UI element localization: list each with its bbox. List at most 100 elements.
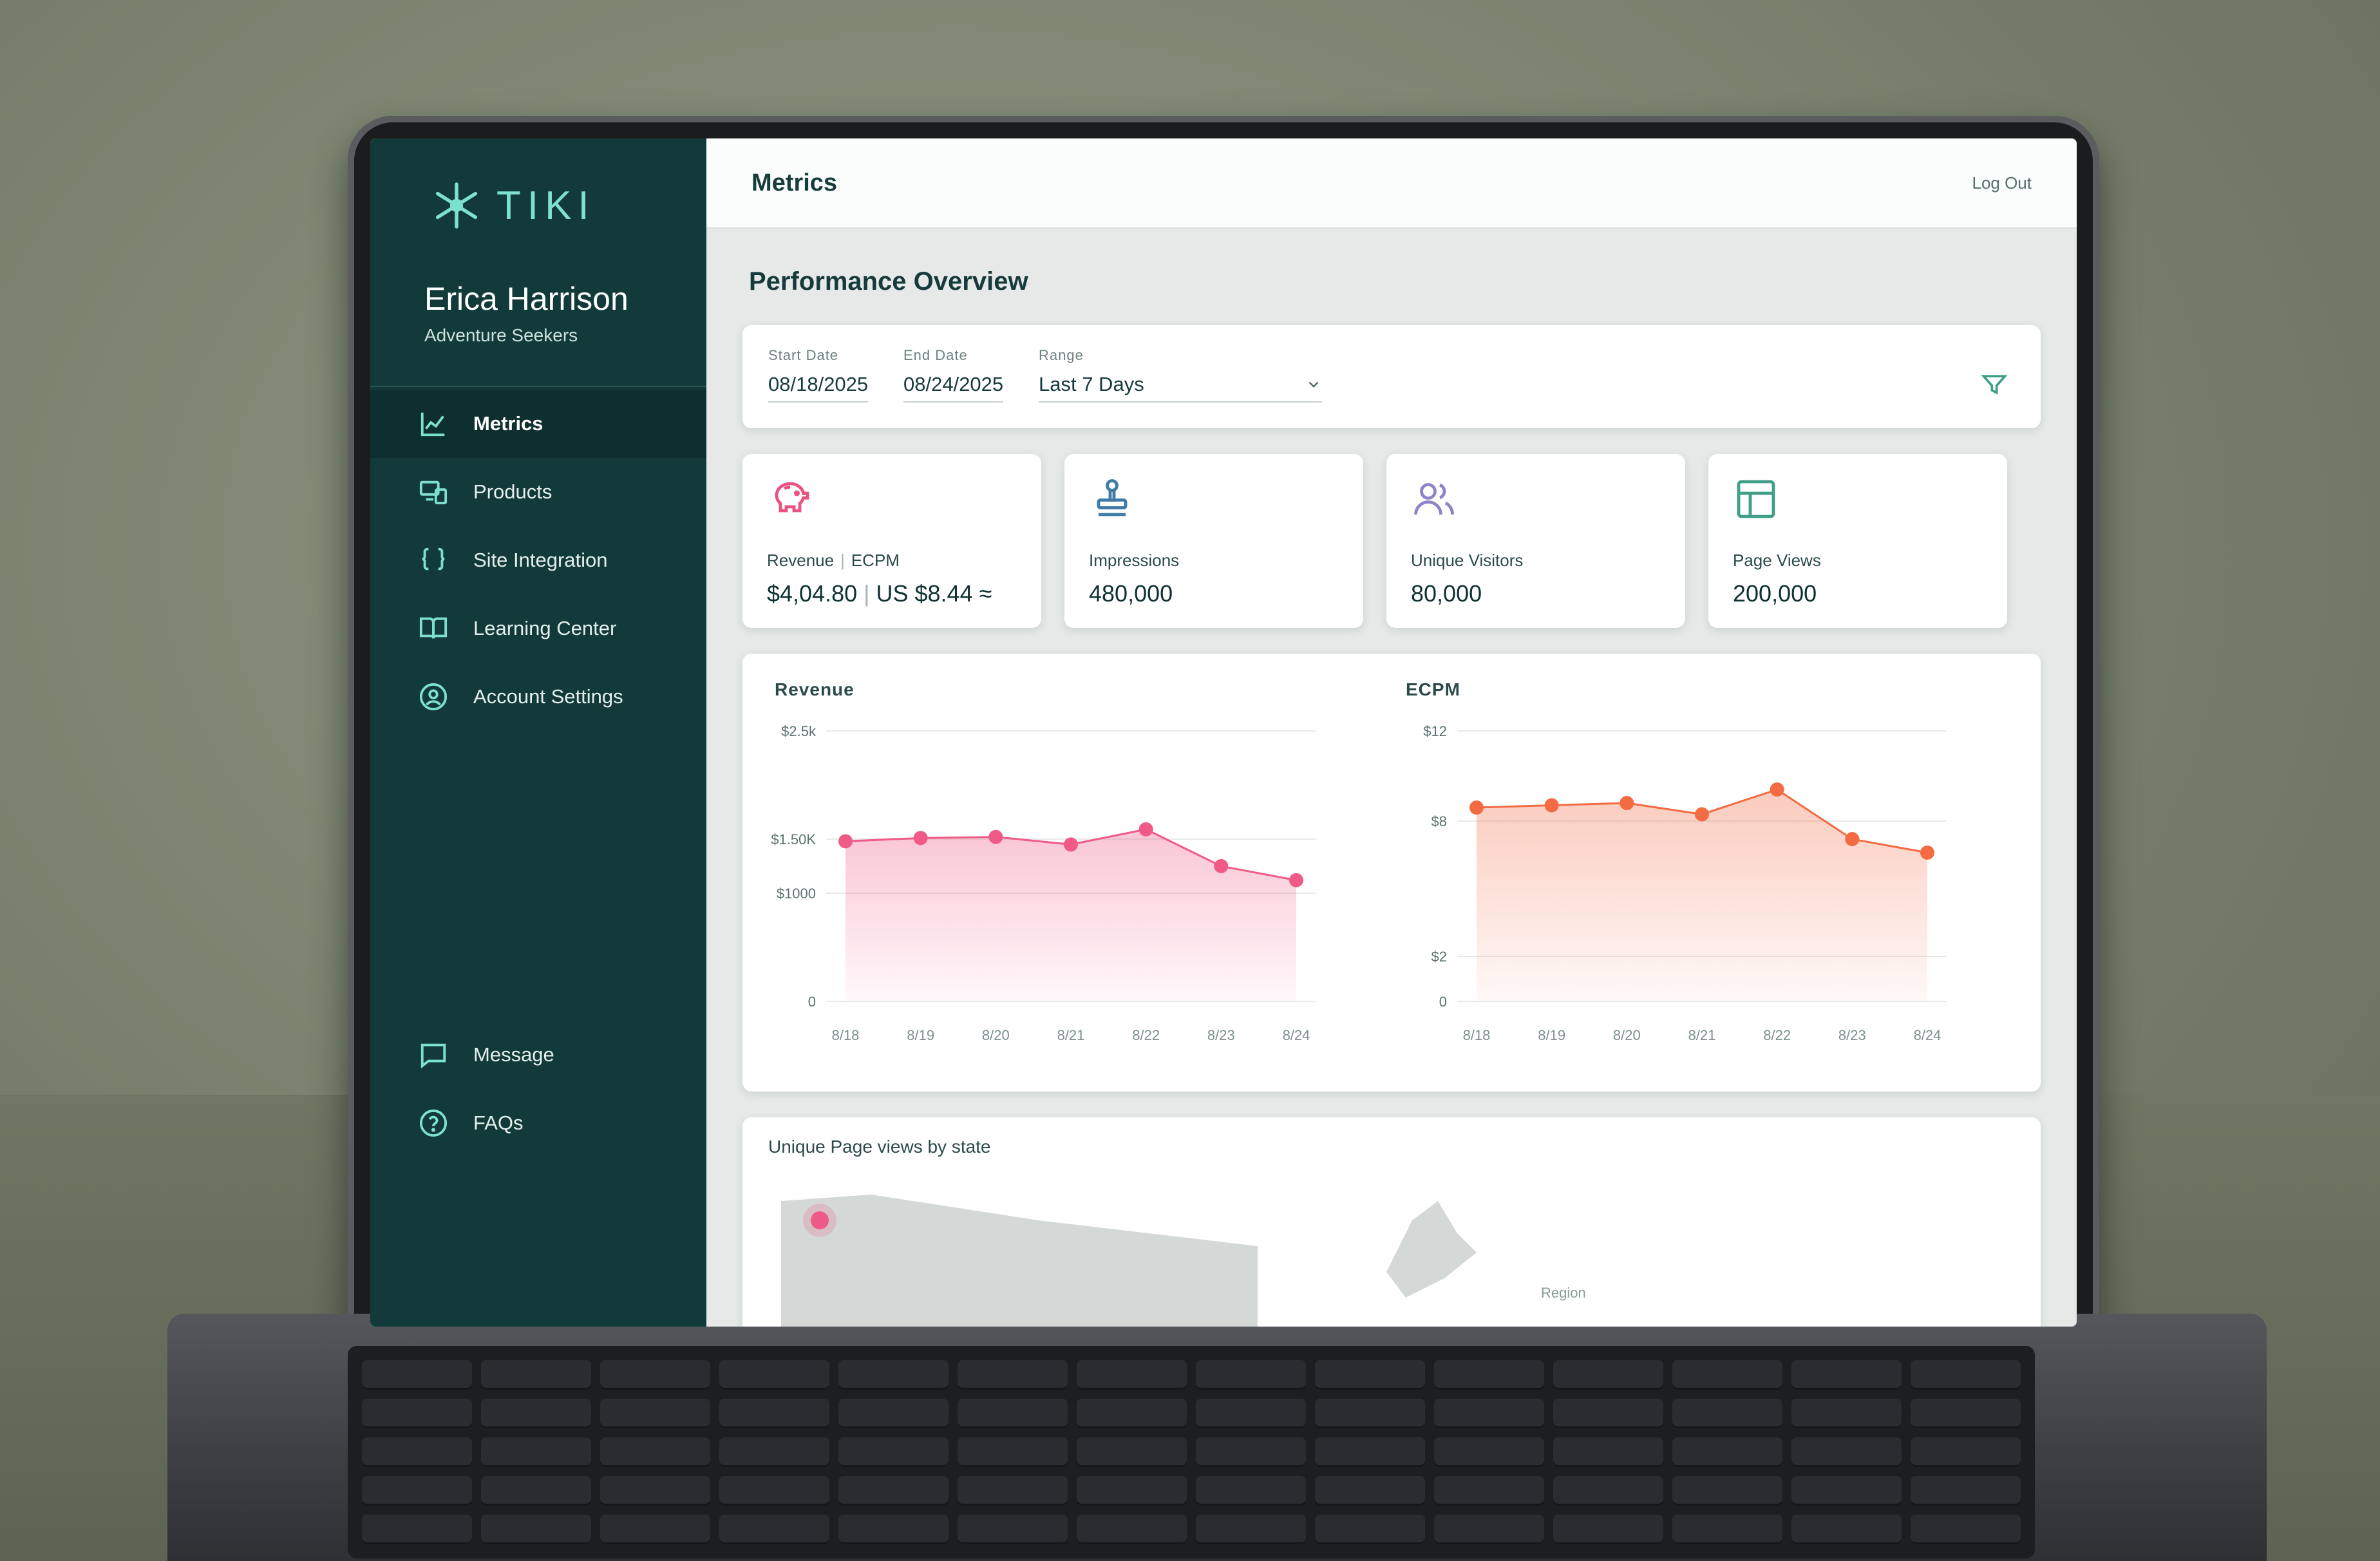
stat-card-page-views[interactable]: Page Views 200,000 <box>1708 454 2007 628</box>
sidebar-item-site-integration[interactable]: Site Integration <box>370 526 706 594</box>
start-date-field[interactable]: Start Date 08/18/2025 <box>768 347 869 402</box>
sidebar-item-message[interactable]: Message <box>370 1021 706 1089</box>
keyboard-key <box>1791 1437 1902 1467</box>
stat-card-revenue[interactable]: Revenue | ECPM $4,04.80 | US $8.44 ≈ <box>742 454 1041 628</box>
sidebar-item-faqs[interactable]: FAQs <box>370 1089 706 1157</box>
keyboard-key <box>838 1399 949 1428</box>
keyboard-key <box>1672 1360 1782 1390</box>
data-point[interactable] <box>1695 807 1709 822</box>
keyboard-key <box>481 1437 591 1467</box>
chart-title: ECPM <box>1406 679 1460 699</box>
keyboard-key <box>481 1360 591 1390</box>
y-tick-label: $2.5k <box>781 723 817 739</box>
x-tick-label: 8/19 <box>907 1027 934 1043</box>
brand-name: TIKI <box>496 183 596 228</box>
range-value: Last 7 Days <box>1039 373 1144 395</box>
sidebar-item-label: Account Settings <box>473 685 623 708</box>
x-tick-label: 8/23 <box>1838 1027 1866 1043</box>
stat-value-row: $4,04.80 | US $8.44 ≈ <box>767 580 992 607</box>
keyboard-key <box>719 1399 829 1428</box>
keyboard-key <box>1553 1437 1663 1467</box>
keyboard-key <box>1315 1437 1425 1467</box>
data-point[interactable] <box>988 829 1003 844</box>
keyboard-key <box>958 1515 1068 1544</box>
keyboard-key <box>1434 1515 1544 1544</box>
stat-card-impressions[interactable]: Impressions 480,000 <box>1064 454 1363 628</box>
x-tick-label: 8/19 <box>1538 1027 1565 1043</box>
value-separator: | <box>864 580 870 607</box>
series-area <box>845 829 1296 1001</box>
data-point[interactable] <box>1770 782 1784 797</box>
data-point[interactable] <box>913 831 928 846</box>
stat-card-unique-visitors[interactable]: Unique Visitors 80,000 <box>1386 454 1685 628</box>
chart-title: Revenue <box>775 679 855 699</box>
x-tick-label: 8/22 <box>1132 1027 1160 1043</box>
keyboard-key <box>1077 1360 1187 1390</box>
data-point[interactable] <box>838 834 853 849</box>
stat-label: Unique Visitors <box>1411 551 1524 570</box>
y-tick-label: $12 <box>1423 723 1447 739</box>
sidebar-item-metrics[interactable]: Metrics <box>370 390 706 458</box>
keyboard-key <box>1434 1360 1544 1390</box>
stat-label: Revenue <box>767 551 835 570</box>
map-region-west <box>781 1195 1258 1327</box>
keyboard-key <box>719 1515 829 1544</box>
keyboard-key <box>1791 1476 1902 1506</box>
end-date-field[interactable]: End Date 08/24/2025 <box>903 347 1004 402</box>
user-circle-icon <box>417 680 450 714</box>
keyboard-key <box>1672 1399 1782 1428</box>
data-point[interactable] <box>1845 832 1860 846</box>
stat-label-secondary: ECPM <box>851 551 900 570</box>
sidebar-item-learning-center[interactable]: Learning Center <box>370 594 706 663</box>
data-point[interactable] <box>1138 822 1153 837</box>
stat-label: Page Views <box>1733 551 1821 570</box>
sidebar-item-label: Learning Center <box>473 617 617 639</box>
range-select[interactable]: Range Last 7 Days <box>1039 347 1322 402</box>
sidebar-item-account-settings[interactable]: Account Settings <box>370 663 706 731</box>
devices-icon <box>417 475 450 509</box>
data-point[interactable] <box>1469 800 1484 815</box>
keyboard-key <box>1196 1476 1306 1506</box>
data-point[interactable] <box>1289 873 1303 887</box>
stat-value-secondary: US $8.44 ≈ <box>876 580 992 607</box>
keyboard-key <box>1553 1515 1663 1544</box>
help-circle-icon <box>417 1106 450 1140</box>
sidebar-item-label: Site Integration <box>473 549 608 571</box>
y-tick-label: 0 <box>808 994 816 1010</box>
keyboard-key <box>1911 1515 2021 1544</box>
data-point[interactable] <box>1920 846 1934 860</box>
sidebar-bottom-nav: Message FAQs <box>370 1021 706 1157</box>
data-point[interactable] <box>1620 796 1634 810</box>
data-point[interactable] <box>1544 798 1559 813</box>
sidebar-item-label: Message <box>473 1043 554 1066</box>
chevron-down-icon <box>1308 381 1319 388</box>
brand[interactable]: TIKI <box>428 177 596 234</box>
keyboard-key <box>838 1515 949 1544</box>
keyboard-key <box>1911 1360 2021 1390</box>
keyboard-key <box>362 1399 472 1428</box>
keyboard-key <box>600 1360 710 1390</box>
page-title: Metrics <box>751 169 838 196</box>
keyboard-key <box>719 1437 829 1467</box>
map-region-label: Region <box>1541 1285 1586 1301</box>
keyboard-key <box>1553 1360 1663 1390</box>
label-separator: | <box>840 551 845 570</box>
sidebar-item-products[interactable]: Products <box>370 458 706 526</box>
keyboard-key <box>1315 1476 1425 1506</box>
filter-icon[interactable] <box>1980 370 2008 399</box>
data-point[interactable] <box>1214 859 1229 873</box>
keyboard-key <box>1434 1437 1544 1467</box>
keyboard-key <box>362 1515 472 1544</box>
x-tick-label: 8/18 <box>1463 1027 1491 1043</box>
stat-value: 480,000 <box>1089 580 1173 607</box>
message-icon <box>417 1038 450 1072</box>
range-label: Range <box>1039 347 1084 363</box>
map-marker[interactable] <box>811 1211 829 1229</box>
x-tick-label: 8/20 <box>1613 1027 1641 1043</box>
sidebar-nav: Metrics Products Site Integration Learni… <box>370 390 706 731</box>
stat-label-row: Revenue | ECPM <box>767 551 900 571</box>
data-point[interactable] <box>1064 837 1078 852</box>
y-tick-label: $2 <box>1431 949 1447 965</box>
logout-link[interactable]: Log Out <box>1972 173 2032 193</box>
keyboard-key <box>1196 1399 1306 1428</box>
